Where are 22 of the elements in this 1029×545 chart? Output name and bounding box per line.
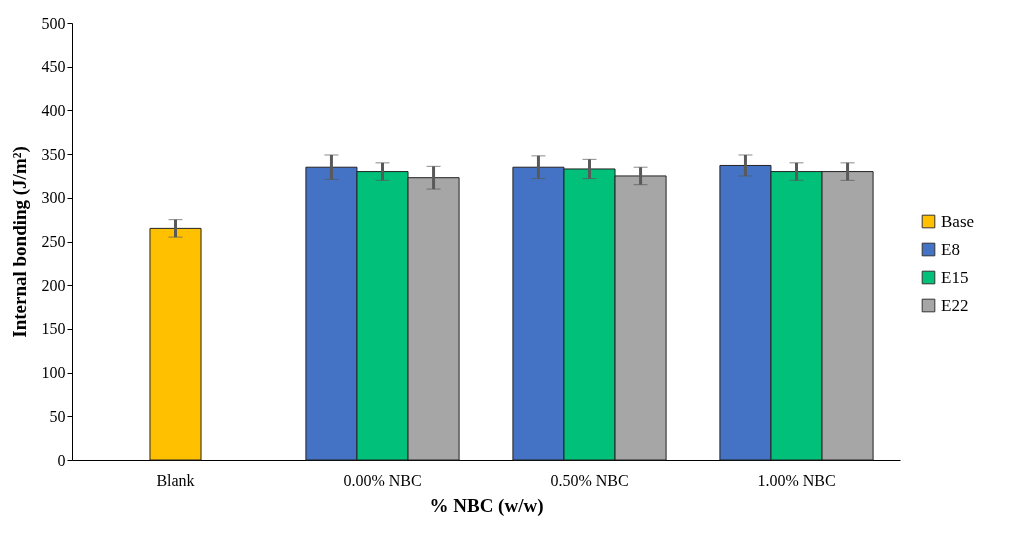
y-tick-label: 400 (41, 101, 66, 119)
legend-label: E8 (941, 239, 960, 259)
x-tick-label: 0.00% NBC (343, 471, 422, 489)
y-tick-label: 500 (41, 14, 66, 32)
y-tick-label: 200 (41, 276, 66, 294)
legend-label: Base (941, 211, 975, 231)
legend-label: E15 (941, 267, 969, 287)
y-tick-label: 50 (49, 407, 66, 425)
x-tick-label: 1.00% NBC (757, 471, 836, 489)
y-tick-label: 450 (41, 58, 66, 76)
y-tick-label: 0 (57, 451, 66, 469)
legend-label: E22 (941, 295, 969, 315)
y-tick-label: 250 (41, 233, 66, 250)
y-tick-label: 350 (41, 145, 66, 163)
y-tick-label: 150 (41, 320, 66, 338)
y-tick-label: 300 (41, 189, 66, 207)
y-tick-label: 100 (41, 364, 66, 382)
x-tick-label: Blank (156, 471, 195, 489)
y-axis-title: Internal bonding (J/m²) (8, 146, 31, 338)
x-axis-title: % NBC (w/w) (429, 494, 544, 517)
x-tick-label: 0.50% NBC (550, 471, 629, 489)
bar (149, 227, 202, 461)
